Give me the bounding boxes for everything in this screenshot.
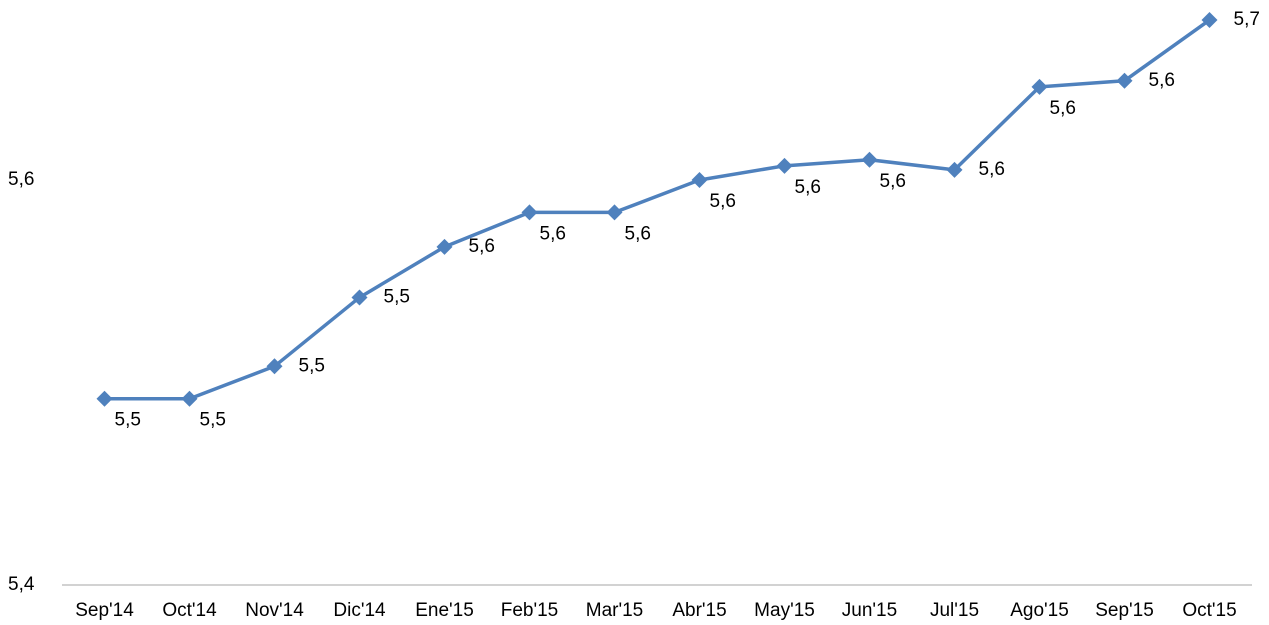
- data-label: 5,5: [384, 286, 410, 307]
- marker: [691, 172, 708, 188]
- marker: [776, 157, 793, 174]
- x-tick-label: Dic'14: [333, 600, 386, 621]
- marker: [181, 390, 198, 407]
- x-tick-label: Oct'14: [162, 600, 217, 621]
- series-line: [104, 18, 1211, 401]
- marker: [436, 238, 453, 255]
- x-tick-label: Abr'15: [672, 600, 726, 621]
- x-tick-label: Feb'15: [501, 600, 559, 621]
- data-label: 5,5: [115, 410, 141, 431]
- data-label: 5,6: [880, 171, 906, 192]
- data-label: 5,5: [299, 355, 325, 376]
- data-label: 5,6: [540, 223, 566, 244]
- x-tick-label: Sep'15: [1095, 600, 1154, 621]
- marker: [1201, 12, 1218, 29]
- x-tick-label: Mar'15: [586, 600, 643, 621]
- x-tick-label: Jul'15: [930, 600, 979, 621]
- marker: [861, 151, 878, 168]
- marker: [606, 204, 623, 221]
- data-label: 5,6: [795, 177, 821, 198]
- x-tick-label: Oct'15: [1182, 600, 1236, 621]
- x-tick-label: Ene'15: [415, 600, 474, 621]
- marker: [1116, 72, 1133, 89]
- x-tick-label: Nov'14: [245, 600, 304, 621]
- y-tick-label: 5,4: [8, 574, 35, 595]
- x-tick-label: May'15: [754, 600, 815, 621]
- data-label: 5,7: [1234, 9, 1260, 30]
- marker: [351, 289, 368, 306]
- y-tick-label: 5,6: [8, 169, 34, 190]
- marker: [946, 161, 963, 178]
- x-tick-label: Sep'14: [75, 600, 134, 621]
- data-label: 5,6: [710, 191, 736, 212]
- marker: [521, 204, 538, 221]
- marker: [96, 390, 113, 407]
- data-label: 5,6: [1149, 70, 1175, 91]
- marker: [266, 358, 283, 375]
- data-label: 5,6: [1050, 98, 1076, 119]
- x-tick-label: Ago'15: [1010, 600, 1069, 621]
- data-label: 5,6: [979, 159, 1005, 180]
- data-label: 5,6: [625, 223, 651, 244]
- x-tick-label: Jun'15: [842, 600, 897, 621]
- marker: [1031, 78, 1048, 95]
- data-label: 5,5: [200, 410, 226, 431]
- data-label: 5,6: [469, 236, 495, 257]
